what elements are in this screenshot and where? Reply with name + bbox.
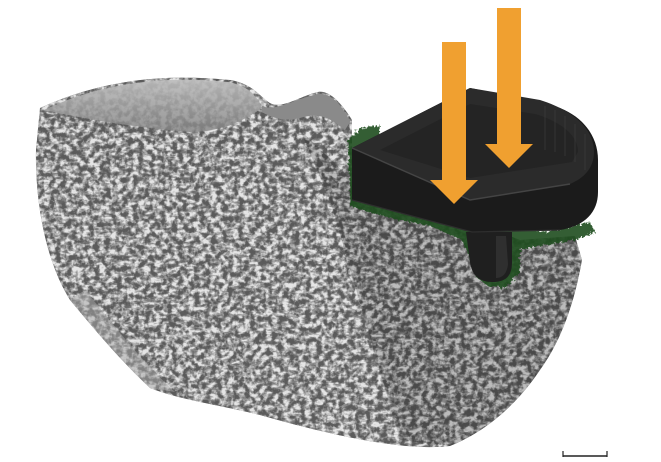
tibial-implant [351, 88, 598, 282]
load-arrow [485, 8, 533, 168]
scale-bar [562, 451, 608, 457]
bone-implant-interface [348, 125, 595, 288]
load-arrow [430, 42, 478, 204]
